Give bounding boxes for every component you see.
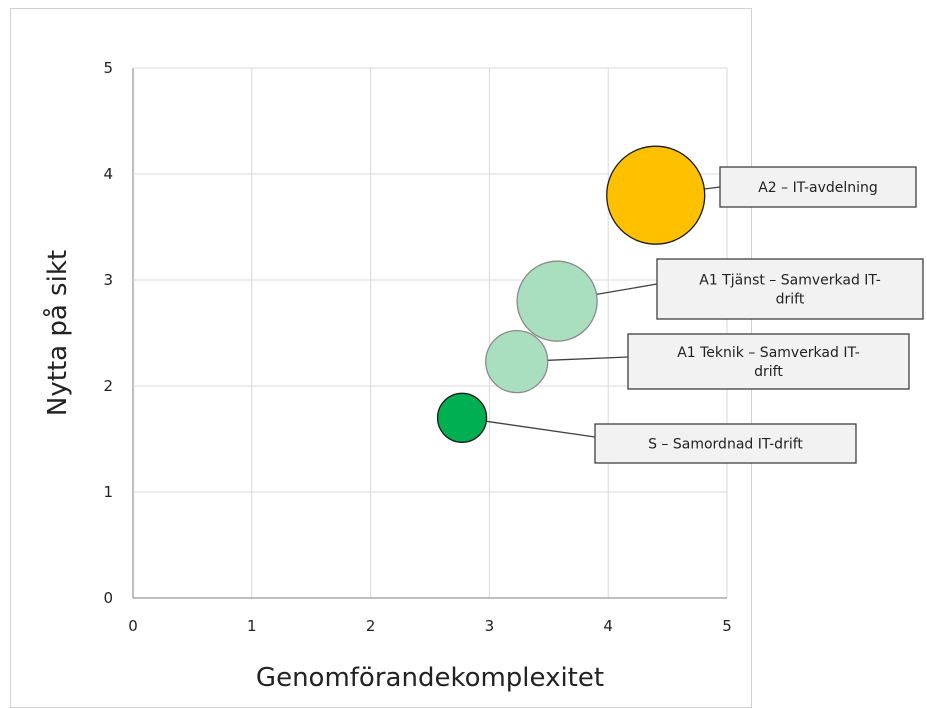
y-tick-label: 1 (103, 483, 113, 501)
y-tick-label: 5 (103, 59, 113, 77)
data-label-text: drift (776, 292, 805, 308)
bubbles (436, 145, 706, 443)
data-label-text: drift (754, 364, 783, 380)
label-box (656, 258, 924, 320)
x-tick-label: 3 (485, 617, 495, 635)
data-label-text: S – Samordnad IT-drift (648, 437, 803, 453)
data-label-box: A2 – IT-avdelning (719, 166, 917, 208)
label-box (719, 166, 917, 208)
data-label-box: A1 Tjänst – Samverkad IT-drift (656, 258, 924, 320)
data-label-text: A2 – IT-avdelning (758, 180, 878, 196)
data-label-text: A1 Tjänst – Samverkad IT- (699, 273, 881, 289)
leader-line (547, 356, 629, 361)
leader-lines (486, 186, 721, 438)
bubble (436, 392, 488, 443)
x-tick-label: 1 (247, 617, 257, 635)
bubble (485, 329, 549, 394)
label-box (594, 423, 857, 464)
x-tick-label: 5 (722, 617, 732, 635)
data-label-box: S – Samordnad IT-drift (594, 423, 857, 464)
data-label-box: A1 Teknik – Samverkad IT-drift (627, 333, 910, 390)
x-axis-title: Genomförandekomplexitet (256, 663, 604, 693)
label-box (627, 333, 910, 390)
data-label-text: A1 Teknik – Samverkad IT- (677, 345, 860, 361)
y-tick-label: 0 (103, 589, 113, 607)
x-tick-label: 0 (128, 617, 138, 635)
x-tick-label: 4 (603, 617, 613, 635)
tick-labels: 0 1 2 3 4 5 0 1 2 3 4 5 (103, 59, 731, 635)
bubble (516, 260, 598, 342)
y-tick-label: 2 (103, 377, 113, 395)
grid (132, 67, 728, 599)
y-tick-label: 4 (103, 165, 113, 183)
leader-line (596, 283, 658, 296)
y-axis-title: Nytta på sikt (42, 250, 73, 416)
leader-line (704, 186, 721, 190)
y-tick-label: 3 (103, 271, 113, 289)
x-tick-label: 2 (366, 617, 376, 635)
leader-line (486, 420, 596, 438)
data-labels: A2 – IT-avdelning A1 Tjänst – Samverkad I… (594, 166, 924, 464)
bubble (606, 145, 706, 245)
